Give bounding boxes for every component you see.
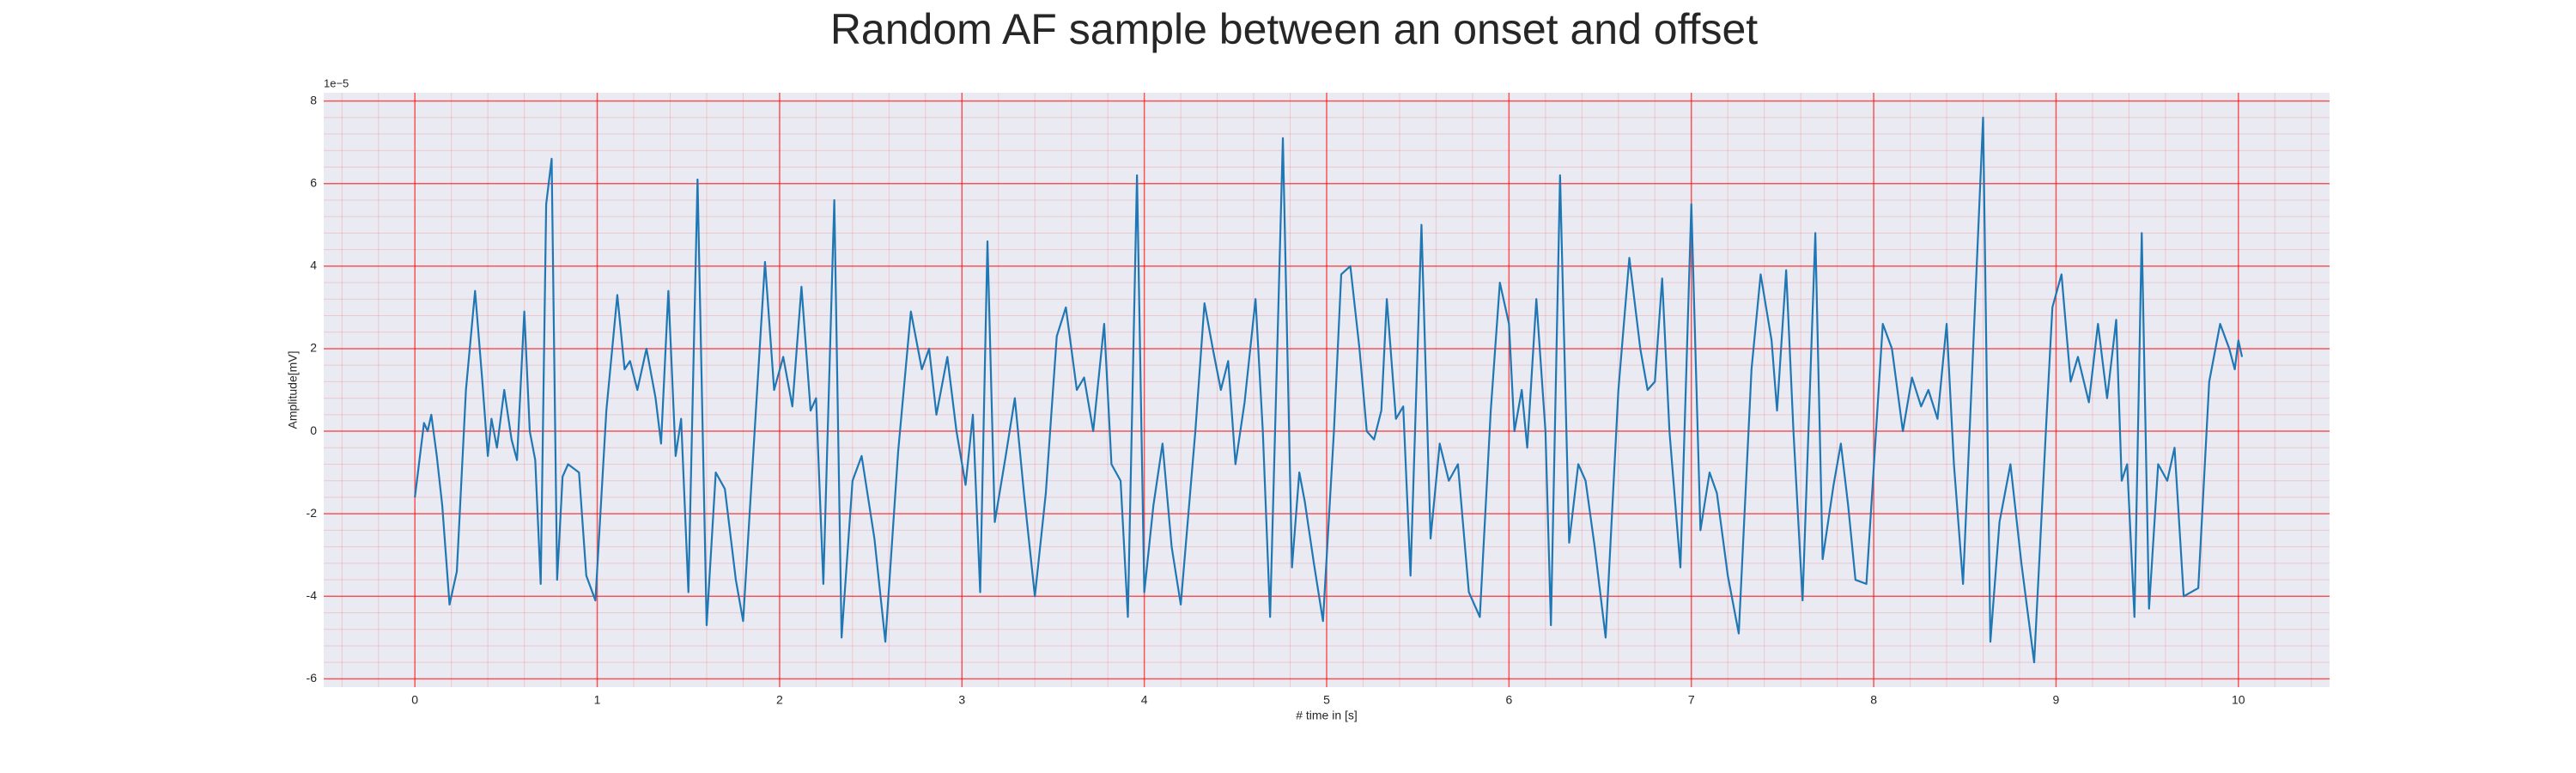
y-tick-label: -2	[307, 506, 318, 520]
y-tick-label: -6	[307, 671, 318, 685]
y-tick-label: 6	[310, 175, 317, 189]
x-tick-label: 10	[2232, 693, 2245, 707]
y-tick-label: 4	[310, 259, 317, 272]
x-tick-label: 9	[2053, 693, 2060, 707]
y-tick-label: 0	[310, 423, 317, 437]
y-tick-label: 2	[310, 341, 317, 355]
x-tick-label: 8	[1870, 693, 1877, 707]
x-tick-label: 6	[1505, 693, 1512, 707]
x-tick-label: 5	[1323, 693, 1330, 707]
x-tick-label: 1	[594, 693, 601, 707]
x-tick-label: 0	[411, 693, 418, 707]
line-series	[414, 116, 2244, 664]
y-axis-label: Amplitude[mV]	[286, 350, 300, 429]
y-tick-label: 8	[310, 93, 317, 107]
x-tick-label: 4	[1141, 693, 1148, 707]
y-tick-label: -4	[307, 588, 318, 602]
y-offset-label: 1e−5	[324, 76, 349, 89]
x-axis-label: # time in [s]	[1296, 709, 1358, 722]
chart-title: Random AF sample between an onset and of…	[830, 5, 1758, 53]
x-tick-label: 3	[958, 693, 965, 707]
x-tick-label: 2	[776, 693, 783, 707]
x-tick-label: 7	[1688, 693, 1695, 707]
